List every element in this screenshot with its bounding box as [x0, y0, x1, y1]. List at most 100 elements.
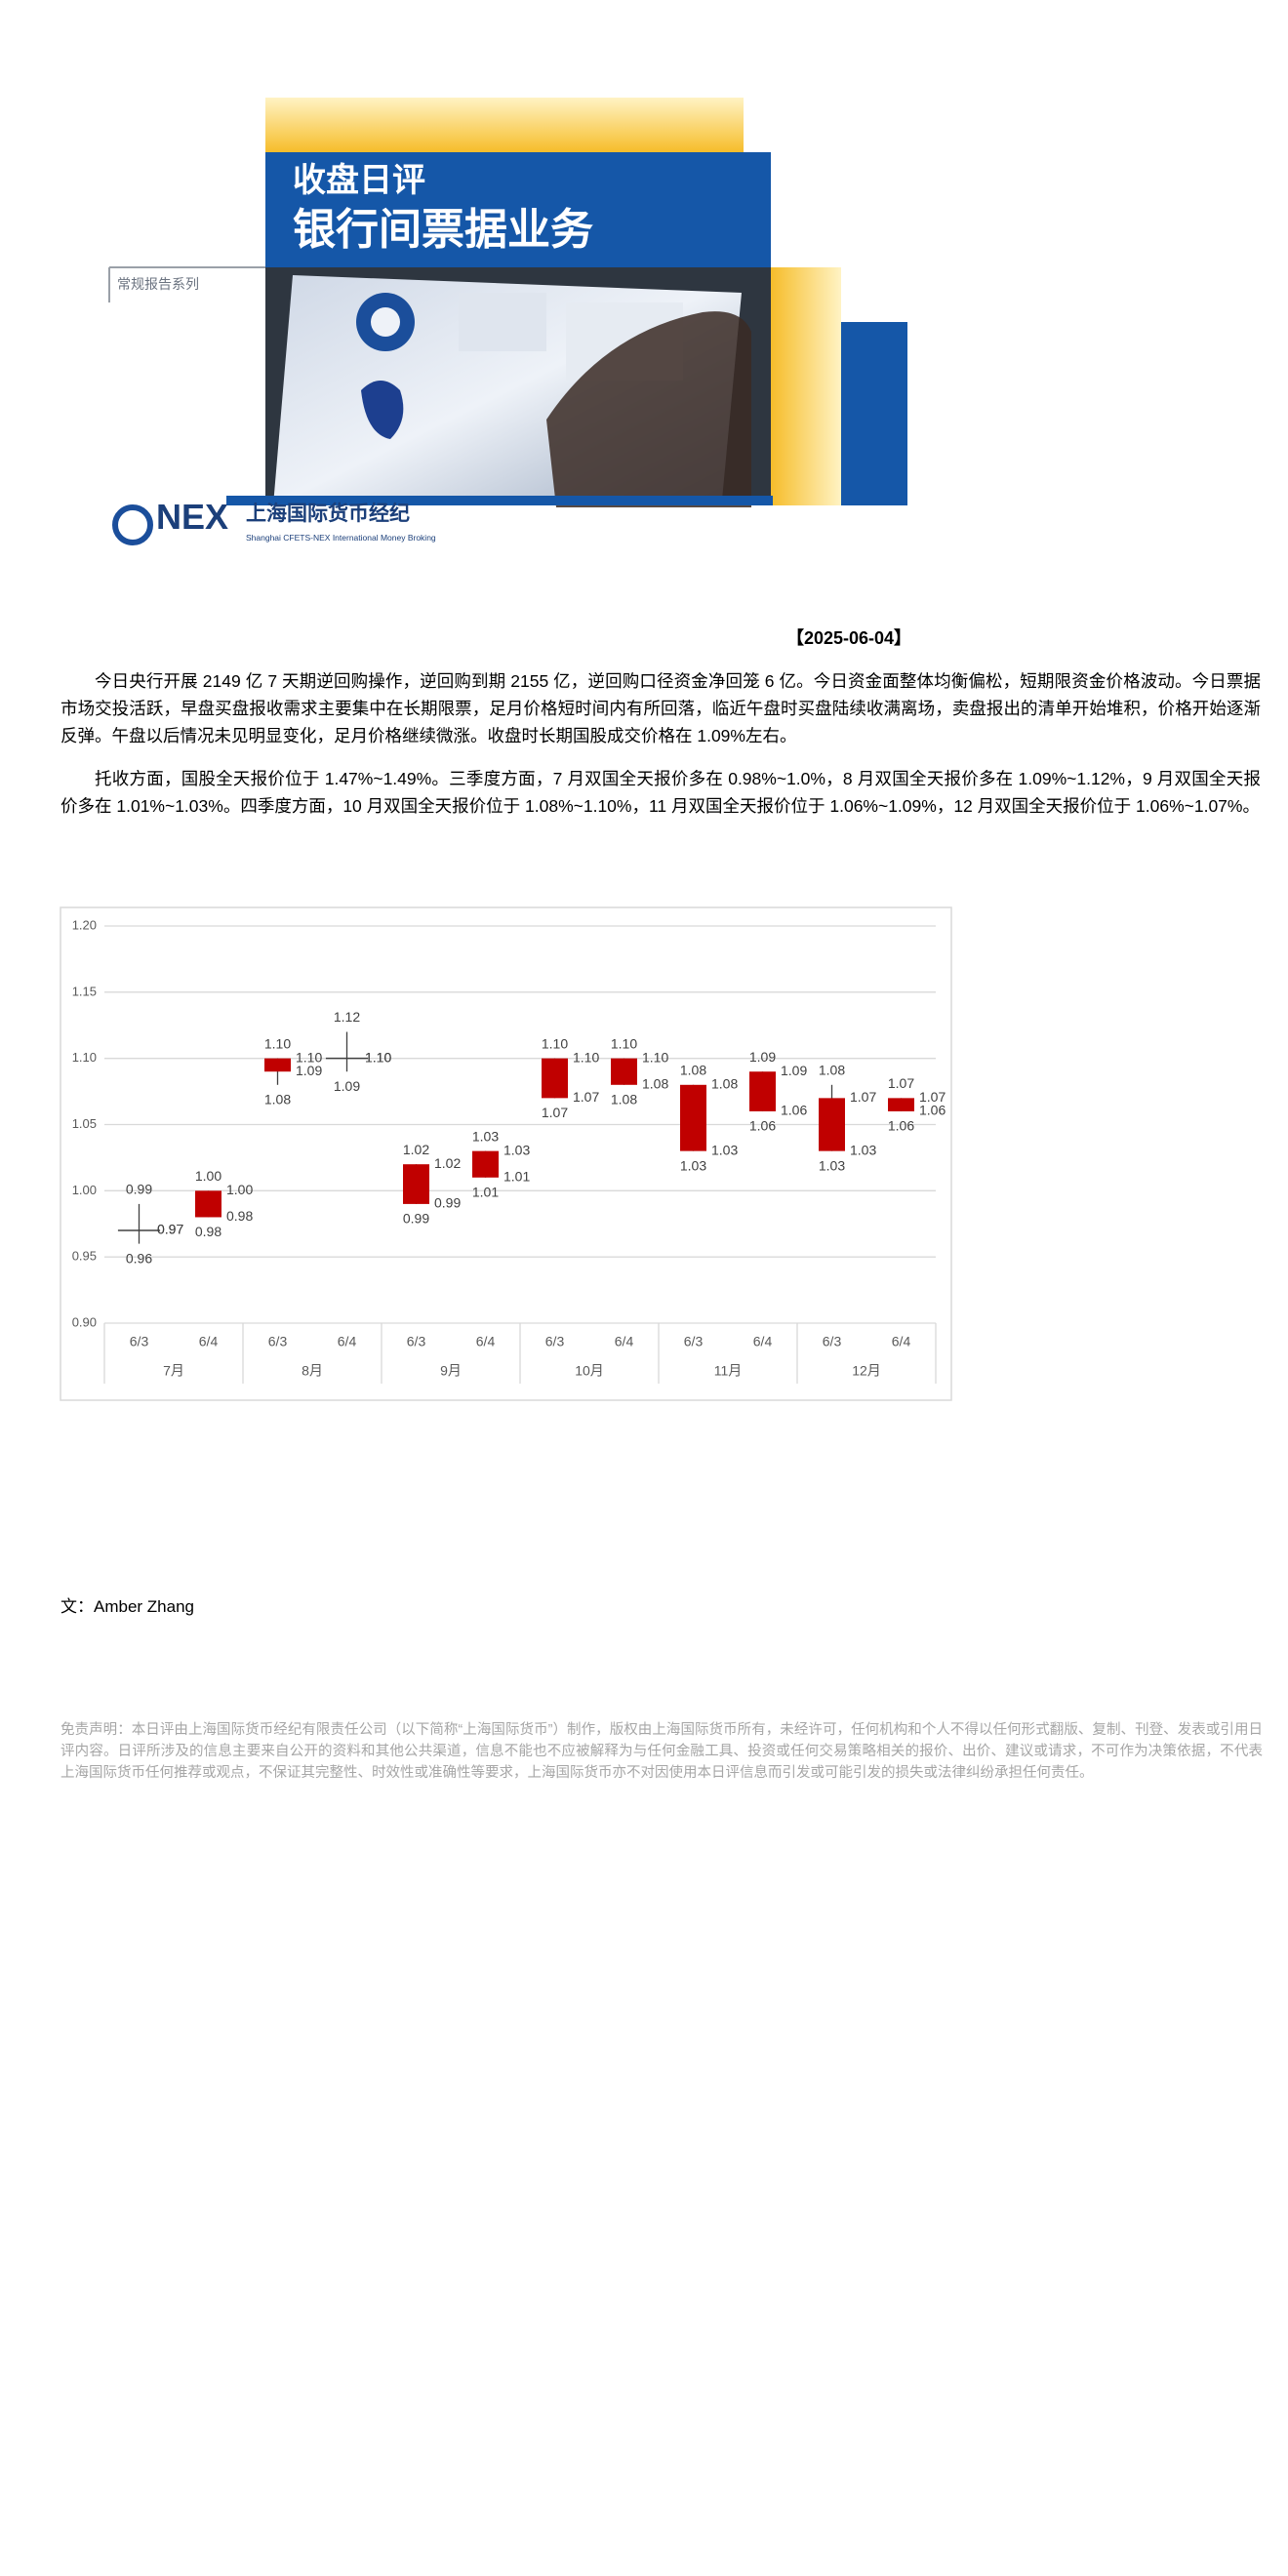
value-label: 1.10: [365, 1049, 391, 1065]
value-label: 0.97: [157, 1222, 183, 1237]
series-label: 常规报告系列: [117, 276, 199, 292]
value-label: 0.98: [195, 1224, 221, 1239]
y-tick-label: 1.00: [72, 1183, 97, 1197]
logo-cn: 上海国际货币经纪: [246, 502, 410, 525]
value-label: 1.00: [195, 1168, 221, 1184]
value-label: 0.99: [403, 1211, 429, 1227]
value-label: 0.98: [226, 1208, 253, 1224]
group-label: 12月: [852, 1363, 881, 1379]
y-tick-label: 1.05: [72, 1116, 97, 1131]
group-label: 9月: [440, 1363, 462, 1379]
value-label: 1.08: [264, 1092, 291, 1107]
photo-detail: [459, 293, 546, 351]
logo-brand: NEX: [156, 497, 228, 537]
value-label: 1.01: [503, 1168, 530, 1184]
value-label: 1.07: [919, 1089, 946, 1105]
y-tick-label: 1.15: [72, 984, 97, 998]
logo-mark: [112, 504, 153, 545]
value-label: 1.06: [919, 1103, 946, 1118]
value-label: 1.03: [819, 1157, 845, 1173]
value-label: 1.10: [365, 1049, 391, 1065]
value-label: 1.10: [573, 1049, 599, 1065]
x-tick-label: 6/4: [338, 1334, 357, 1349]
value-label: 1.10: [611, 1035, 637, 1051]
banner-stripe: [771, 267, 841, 505]
disclaimer: 免责声明：本日评由上海国际货币经纪有限责任公司（以下简称“上海国际货币”）制作，…: [60, 1722, 1263, 1781]
value-label: 1.01: [472, 1184, 499, 1199]
photo-detail: [361, 381, 404, 439]
paragraph: 托收方面，国股全天报价位于 1.47%~1.49%。三季度方面，7 月双国全天报…: [60, 769, 1261, 816]
value-label: 1.03: [711, 1142, 738, 1157]
value-label: 1.09: [749, 1049, 776, 1065]
y-tick-label: 0.90: [72, 1314, 97, 1329]
y-tick-label: 1.10: [72, 1050, 97, 1065]
x-tick-label: 6/4: [199, 1334, 219, 1349]
paragraph: 今日央行开展 2149 亿 7 天期逆回购操作，逆回购到期 2155 亿，逆回购…: [60, 671, 1261, 745]
candle-body: [195, 1190, 221, 1218]
banner-title: 银行间票据业务: [293, 206, 593, 254]
value-label: 1.10: [264, 1035, 291, 1051]
value-label: 1.02: [434, 1155, 461, 1171]
value-label: 0.97: [157, 1222, 183, 1237]
candle-body: [749, 1071, 776, 1111]
x-tick-label: 6/3: [130, 1334, 149, 1349]
value-label: 0.99: [434, 1195, 461, 1211]
value-label: 1.08: [680, 1063, 706, 1078]
candle-body: [264, 1058, 291, 1072]
value-label: 1.00: [226, 1182, 253, 1197]
x-tick-label: 6/3: [684, 1334, 704, 1349]
candle-body: [888, 1098, 914, 1111]
value-label: 1.08: [642, 1076, 668, 1092]
value-label: 1.07: [542, 1105, 568, 1120]
author: 文：Amber Zhang: [60, 1597, 194, 1616]
value-label: 1.06: [888, 1118, 914, 1134]
group-label: 7月: [163, 1363, 184, 1379]
value-label: 1.08: [711, 1076, 738, 1092]
value-label: 1.10: [542, 1035, 568, 1051]
group-label: 11月: [714, 1363, 743, 1379]
candle-body: [542, 1058, 568, 1099]
value-label: 1.10: [296, 1049, 322, 1065]
x-tick-label: 6/4: [476, 1334, 496, 1349]
x-tick-label: 6/3: [545, 1334, 565, 1349]
value-label: 1.07: [573, 1089, 599, 1105]
value-label: 1.03: [503, 1142, 530, 1157]
date: 【2025-06-04】: [785, 628, 912, 648]
value-label: 1.02: [403, 1142, 429, 1157]
x-tick-label: 6/4: [892, 1334, 911, 1349]
value-label: 1.10: [642, 1049, 668, 1065]
value-label: 1.08: [819, 1063, 845, 1078]
x-tick-label: 6/4: [615, 1334, 634, 1349]
candle-body: [819, 1098, 845, 1151]
value-label: 1.12: [334, 1009, 360, 1025]
x-tick-label: 6/3: [407, 1334, 426, 1349]
value-label: 0.99: [126, 1182, 152, 1197]
chart-frame: [60, 906, 952, 1401]
photo-hand: [546, 311, 751, 507]
value-label: 1.06: [781, 1103, 807, 1118]
value-label: 1.09: [781, 1063, 807, 1078]
photo-detail: [371, 307, 400, 337]
value-label: 1.07: [888, 1075, 914, 1091]
x-tick-label: 6/4: [753, 1334, 773, 1349]
value-label: 1.07: [850, 1089, 876, 1105]
group-label: 10月: [575, 1363, 604, 1379]
candle-body: [403, 1164, 429, 1204]
y-tick-label: 1.20: [72, 917, 97, 932]
banner-title: 收盘日评: [293, 162, 425, 199]
banner: 收盘日评 银行间票据业务 常规报告系列 NEX 上海国际货币经纪 Shangha…: [108, 98, 907, 545]
banner-block: [841, 322, 907, 505]
value-label: 1.03: [680, 1157, 706, 1173]
banner-stripe: [265, 98, 744, 152]
value-label: 1.09: [334, 1078, 360, 1094]
value-label: 1.06: [749, 1118, 776, 1134]
x-tick-label: 6/3: [268, 1334, 288, 1349]
value-label: 1.03: [850, 1142, 876, 1157]
group-label: 8月: [302, 1363, 323, 1379]
value-label: 1.03: [472, 1128, 499, 1144]
x-tick-label: 6/3: [823, 1334, 842, 1349]
banner-base: [226, 496, 773, 505]
value-label: 1.09: [296, 1063, 322, 1078]
value-label: 1.08: [611, 1092, 637, 1107]
